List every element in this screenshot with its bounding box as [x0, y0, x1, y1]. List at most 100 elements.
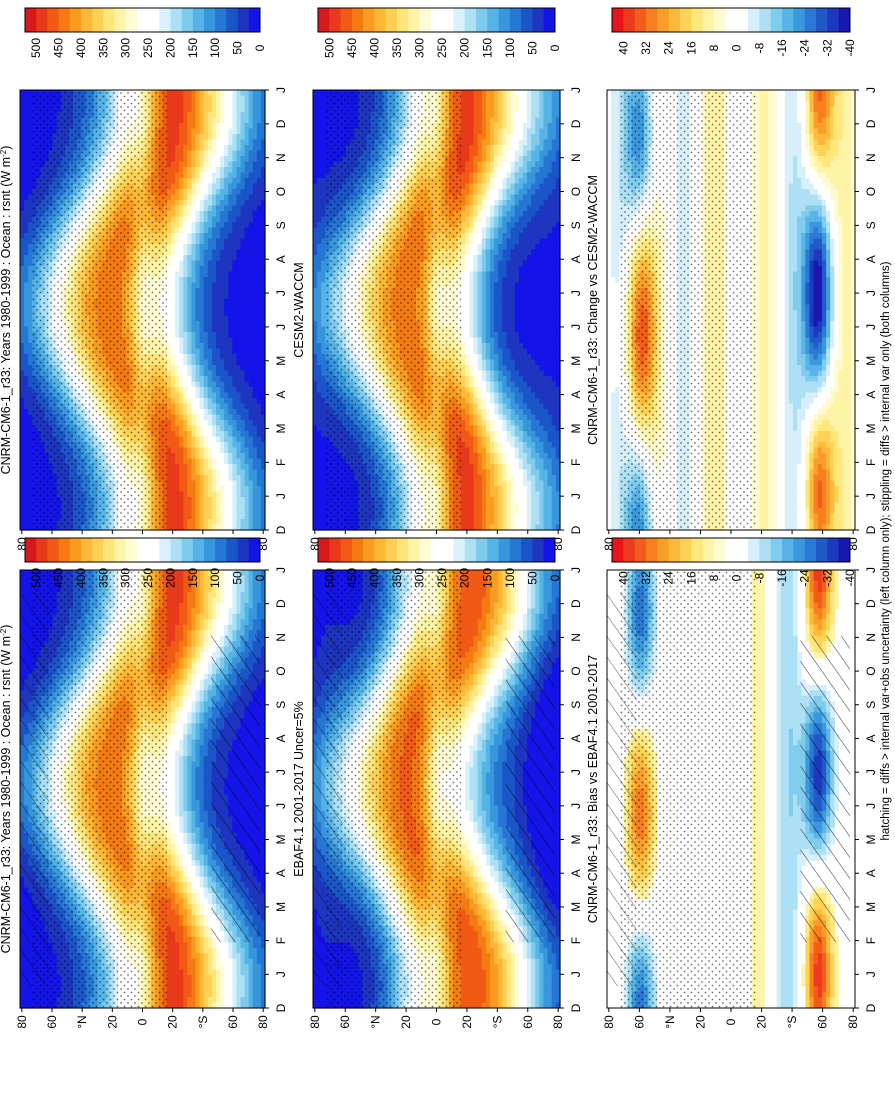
heatmap-cell: [224, 101, 229, 107]
heatmap-cell: [212, 519, 217, 525]
heatmap-cell: [220, 519, 225, 525]
heatmap-cell: [224, 195, 229, 201]
heatmap-cell: [192, 519, 197, 525]
heatmap-cell: [167, 145, 172, 151]
heatmap-cell: [167, 519, 172, 525]
heatmap-cell: [175, 123, 180, 129]
heatmap-cell: [253, 299, 258, 305]
heatmap-cell: [200, 200, 205, 206]
heatmap-cell: [196, 250, 201, 256]
heatmap-cell: [204, 162, 209, 168]
heatmap-cell: [232, 233, 237, 239]
heatmap-cell: [228, 162, 233, 168]
heatmap-cell: [228, 398, 233, 404]
heatmap-cell: [204, 233, 209, 239]
heatmap-cell: [171, 189, 176, 195]
heatmap-cell: [253, 184, 258, 190]
heatmap-cell: [24, 129, 29, 135]
heatmap-cell: [220, 261, 225, 267]
heatmap-cell: [200, 409, 205, 415]
heatmap-cell: [220, 239, 225, 245]
heatmap-cell: [175, 211, 180, 217]
heatmap-cell: [212, 222, 217, 228]
heatmap-cell: [183, 481, 188, 487]
heatmap-cell: [241, 107, 246, 113]
heatmap-cell: [200, 387, 205, 393]
heatmap-cell: [212, 426, 217, 432]
heatmap-cell: [196, 123, 201, 129]
heatmap-cell: [249, 519, 254, 525]
heatmap-cell: [216, 255, 221, 261]
heatmap-cell: [208, 415, 213, 421]
heatmap-cell: [183, 431, 188, 437]
heatmap-cell: [241, 321, 246, 327]
heatmap-cell: [200, 470, 205, 476]
heatmap-cell: [196, 90, 201, 96]
heatmap-cell: [20, 266, 25, 272]
heatmap-cell: [28, 195, 33, 201]
heatmap-cell: [257, 503, 262, 509]
heatmap-cell: [232, 222, 237, 228]
heatmap-cell: [175, 448, 180, 454]
heatmap-cell: [253, 96, 258, 102]
heatmap-cell: [232, 387, 237, 393]
heatmap-cell: [175, 382, 180, 388]
heatmap-cell: [224, 294, 229, 300]
heatmap-cell: [257, 492, 262, 498]
heatmap-cell: [216, 360, 221, 366]
heatmap-cell: [167, 200, 172, 206]
heatmap-cell: [245, 360, 250, 366]
heatmap-cell: [183, 354, 188, 360]
heatmap-cell: [175, 404, 180, 410]
heatmap-cell: [257, 118, 262, 124]
heatmap-cell: [249, 217, 254, 223]
heatmap-cell: [24, 327, 29, 333]
heatmap-cell: [24, 140, 29, 146]
heatmap-cell: [20, 118, 25, 124]
heatmap-cell: [245, 266, 250, 272]
heatmap-cell: [224, 404, 229, 410]
heatmap-cell: [204, 145, 209, 151]
heatmap-cell: [232, 200, 237, 206]
heatmap-cell: [257, 167, 262, 173]
heatmap-cell: [183, 255, 188, 261]
month-tick-label: J: [274, 324, 288, 330]
heatmap-cell: [179, 459, 184, 465]
heatmap-cell: [232, 332, 237, 338]
heatmap-cell: [28, 448, 33, 454]
heatmap-cell: [175, 310, 180, 316]
heatmap-cell: [216, 217, 221, 223]
heatmap-cell: [187, 200, 192, 206]
heatmap-cell: [179, 96, 184, 102]
heatmap-cell: [253, 519, 258, 525]
heatmap-cell: [228, 464, 233, 470]
heatmap-cell: [167, 404, 172, 410]
heatmap-cell: [192, 156, 197, 162]
heatmap-cell: [224, 475, 229, 481]
heatmap-cell: [253, 162, 258, 168]
month-tick-label: M: [274, 356, 288, 366]
heatmap-cell: [171, 349, 176, 355]
heatmap-cell: [216, 327, 221, 333]
heatmap-cell: [208, 310, 213, 316]
heatmap-cell: [24, 134, 29, 140]
heatmap-cell: [241, 365, 246, 371]
heatmap-cell: [187, 101, 192, 107]
heatmap-cell: [192, 448, 197, 454]
heatmap-cell: [167, 376, 172, 382]
heatmap-cell: [220, 343, 225, 349]
heatmap-cell: [179, 272, 184, 278]
heatmap-cell: [216, 189, 221, 195]
heatmap-cell: [245, 453, 250, 459]
heatmap-cell: [241, 448, 246, 454]
heatmap-cell: [175, 151, 180, 157]
heatmap-cell: [212, 437, 217, 443]
heatmap-cell: [236, 310, 241, 316]
heatmap-cell: [192, 123, 197, 129]
heatmap-cell: [245, 354, 250, 360]
heatmap-cell: [171, 338, 176, 344]
heatmap-cell: [179, 437, 184, 443]
heatmap-cell: [208, 195, 213, 201]
heatmap-cell: [175, 470, 180, 476]
heatmap-cell: [200, 503, 205, 509]
